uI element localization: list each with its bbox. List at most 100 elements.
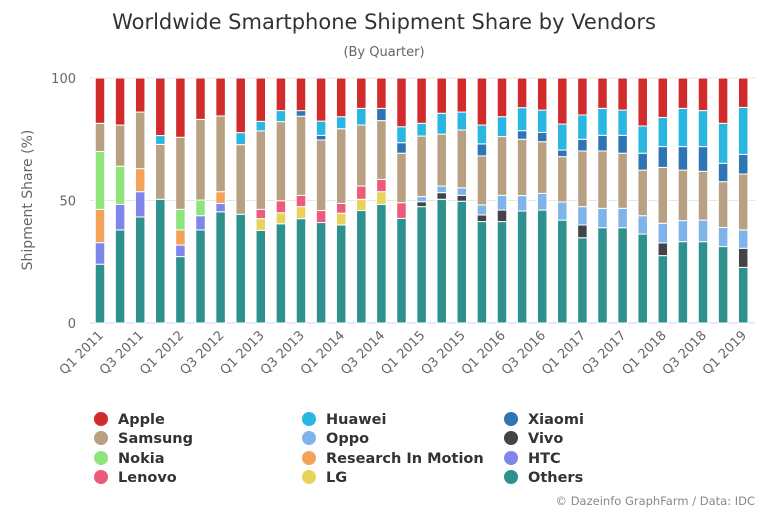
bar-segment-apple[interactable] bbox=[516, 77, 528, 109]
bar-segment-oppo[interactable] bbox=[476, 204, 488, 216]
bar-segment-huawei[interactable] bbox=[416, 122, 427, 137]
bar-segment-huawei[interactable] bbox=[155, 135, 166, 145]
bar-segment-lenovo[interactable] bbox=[255, 208, 267, 220]
bar-segment-others[interactable] bbox=[557, 219, 568, 324]
bar-segment-xiaomi[interactable] bbox=[697, 146, 709, 172]
bar-segment-vivo[interactable] bbox=[476, 214, 488, 223]
bar-segment-lenovo[interactable] bbox=[396, 202, 407, 219]
bar-segment-lg[interactable] bbox=[295, 206, 307, 220]
bar-segment-huawei[interactable] bbox=[657, 116, 669, 148]
legend-item-htc[interactable]: HTC bbox=[504, 451, 561, 467]
bar-segment-samsung[interactable] bbox=[134, 111, 146, 170]
bar-segment-huawei[interactable] bbox=[496, 116, 508, 138]
bar-segment-xiaomi[interactable] bbox=[637, 152, 648, 171]
bar-segment-huawei[interactable] bbox=[335, 116, 347, 130]
bar-segment-others[interactable] bbox=[637, 233, 648, 324]
bar-segment-xiaomi[interactable] bbox=[617, 134, 628, 154]
bar-segment-apple[interactable] bbox=[657, 77, 669, 118]
bar-segment-xiaomi[interactable] bbox=[737, 153, 749, 175]
bar-segment-others[interactable] bbox=[717, 246, 729, 324]
bar-segment-lg[interactable] bbox=[335, 212, 347, 226]
bar-segment-others[interactable] bbox=[416, 206, 427, 324]
bar-segment-others[interactable] bbox=[476, 221, 488, 324]
bar-segment-others[interactable] bbox=[155, 198, 166, 324]
bar-segment-apple[interactable] bbox=[94, 77, 106, 124]
bar-segment-oppo[interactable] bbox=[416, 196, 427, 203]
bar-segment-samsung[interactable] bbox=[717, 181, 729, 228]
bar-segment-oppo[interactable] bbox=[436, 185, 447, 194]
bar-segment-huawei[interactable] bbox=[516, 107, 528, 132]
bar-segment-oppo[interactable] bbox=[496, 194, 508, 211]
bar-segment-others[interactable] bbox=[275, 223, 287, 324]
bar-segment-vivo[interactable] bbox=[577, 224, 588, 239]
bar-segment-others[interactable] bbox=[657, 255, 669, 324]
bar-segment-others[interactable] bbox=[536, 209, 548, 324]
bar-segment-apple[interactable] bbox=[275, 77, 287, 112]
bar-segment-xiaomi[interactable] bbox=[376, 107, 387, 122]
bar-segment-samsung[interactable] bbox=[376, 120, 387, 180]
bar-segment-htc[interactable] bbox=[175, 244, 186, 258]
bar-segment-others[interactable] bbox=[134, 216, 146, 324]
bar-segment-samsung[interactable] bbox=[436, 133, 447, 187]
bar-segment-apple[interactable] bbox=[577, 77, 588, 116]
bar-segment-others[interactable] bbox=[516, 210, 528, 324]
bar-segment-apple[interactable] bbox=[134, 77, 146, 113]
bar-segment-huawei[interactable] bbox=[235, 132, 246, 146]
bar-segment-huawei[interactable] bbox=[476, 124, 488, 145]
bar-segment-nokia[interactable] bbox=[94, 151, 106, 210]
bar-segment-apple[interactable] bbox=[637, 77, 648, 127]
bar-segment-htc[interactable] bbox=[215, 202, 226, 213]
legend-item-nokia[interactable]: Nokia bbox=[94, 451, 165, 467]
bar-segment-others[interactable] bbox=[235, 213, 246, 324]
bar-segment-xiaomi[interactable] bbox=[516, 130, 528, 140]
bar-segment-apple[interactable] bbox=[195, 77, 206, 120]
bar-segment-samsung[interactable] bbox=[536, 141, 548, 194]
bar-segment-apple[interactable] bbox=[295, 77, 307, 112]
bar-segment-xiaomi[interactable] bbox=[295, 110, 307, 117]
bar-segment-oppo[interactable] bbox=[557, 201, 568, 221]
bar-segment-oppo[interactable] bbox=[697, 219, 709, 243]
bar-segment-others[interactable] bbox=[94, 263, 106, 324]
bar-segment-samsung[interactable] bbox=[315, 139, 327, 212]
bar-segment-lenovo[interactable] bbox=[335, 202, 347, 214]
bar-segment-samsung[interactable] bbox=[737, 173, 749, 231]
bar-segment-samsung[interactable] bbox=[295, 115, 307, 196]
bar-segment-others[interactable] bbox=[697, 241, 709, 324]
bar-segment-xiaomi[interactable] bbox=[597, 134, 608, 152]
bar-segment-samsung[interactable] bbox=[335, 128, 347, 204]
bar-segment-research-in-motion[interactable] bbox=[215, 191, 226, 204]
bar-segment-apple[interactable] bbox=[536, 77, 548, 111]
bar-segment-huawei[interactable] bbox=[557, 123, 568, 151]
bar-segment-oppo[interactable] bbox=[577, 206, 588, 226]
bar-segment-huawei[interactable] bbox=[356, 107, 367, 126]
bar-segment-vivo[interactable] bbox=[496, 209, 508, 223]
legend-item-oppo[interactable]: Oppo bbox=[302, 431, 369, 447]
bar-segment-apple[interactable] bbox=[496, 77, 508, 118]
bar-segment-huawei[interactable] bbox=[577, 114, 588, 140]
bar-segment-lg[interactable] bbox=[376, 191, 387, 205]
bar-segment-huawei[interactable] bbox=[436, 112, 447, 135]
bar-segment-nokia[interactable] bbox=[195, 199, 206, 217]
bar-segment-others[interactable] bbox=[114, 229, 126, 324]
bar-segment-others[interactable] bbox=[436, 198, 447, 324]
bar-segment-others[interactable] bbox=[496, 221, 508, 324]
bar-segment-huawei[interactable] bbox=[275, 110, 287, 123]
bar-segment-samsung[interactable] bbox=[275, 121, 287, 202]
bar-segment-huawei[interactable] bbox=[255, 120, 267, 132]
bar-segment-samsung[interactable] bbox=[617, 152, 628, 209]
bar-segment-others[interactable] bbox=[677, 241, 689, 324]
bar-segment-samsung[interactable] bbox=[597, 150, 608, 209]
bar-segment-lenovo[interactable] bbox=[315, 210, 327, 224]
legend-item-vivo[interactable]: Vivo bbox=[504, 431, 563, 447]
bar-segment-vivo[interactable] bbox=[456, 194, 468, 202]
bar-segment-apple[interactable] bbox=[697, 77, 709, 112]
bar-segment-others[interactable] bbox=[175, 256, 186, 324]
legend-item-xiaomi[interactable]: Xiaomi bbox=[504, 412, 584, 428]
bar-segment-huawei[interactable] bbox=[737, 106, 749, 155]
bar-segment-apple[interactable] bbox=[215, 77, 226, 117]
bar-segment-vivo[interactable] bbox=[737, 247, 749, 268]
bar-segment-lenovo[interactable] bbox=[275, 200, 287, 214]
bar-segment-samsung[interactable] bbox=[396, 152, 407, 204]
bar-segment-apple[interactable] bbox=[456, 77, 468, 113]
bar-segment-huawei[interactable] bbox=[637, 125, 648, 154]
